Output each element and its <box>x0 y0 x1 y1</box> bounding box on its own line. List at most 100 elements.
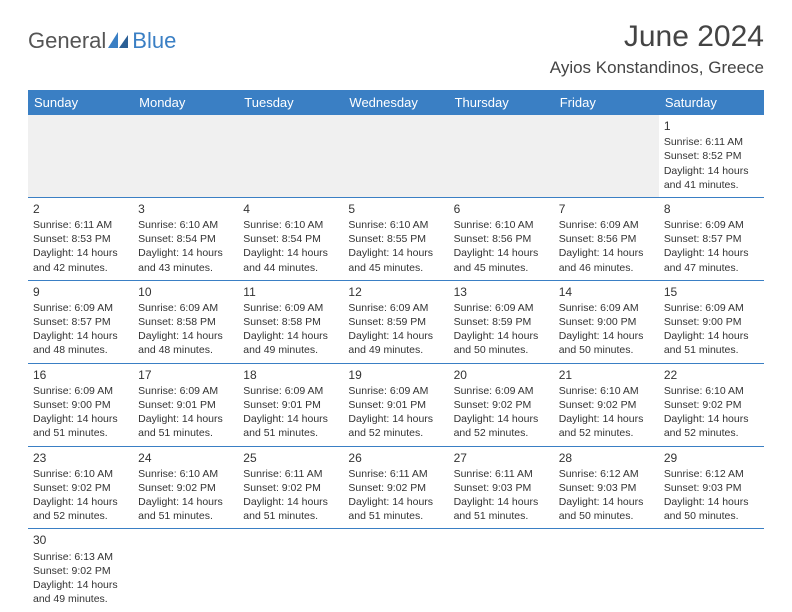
daylight-text: Daylight: 14 hours and 52 minutes. <box>348 412 443 440</box>
daylight-text: Daylight: 14 hours and 51 minutes. <box>454 495 549 523</box>
calendar-cell: 27Sunrise: 6:11 AMSunset: 9:03 PMDayligh… <box>449 446 554 529</box>
calendar-cell: 9Sunrise: 6:09 AMSunset: 8:57 PMDaylight… <box>28 280 133 363</box>
daylight-text: Daylight: 14 hours and 48 minutes. <box>138 329 233 357</box>
sunrise-text: Sunrise: 6:09 AM <box>33 301 128 315</box>
day-number: 30 <box>33 532 128 548</box>
calendar-cell: 10Sunrise: 6:09 AMSunset: 8:58 PMDayligh… <box>133 280 238 363</box>
sunrise-text: Sunrise: 6:10 AM <box>454 218 549 232</box>
calendar-cell <box>449 529 554 611</box>
day-number: 1 <box>664 118 759 134</box>
calendar-cell: 19Sunrise: 6:09 AMSunset: 9:01 PMDayligh… <box>343 363 448 446</box>
daylight-text: Daylight: 14 hours and 48 minutes. <box>33 329 128 357</box>
calendar-week-row: 1Sunrise: 6:11 AMSunset: 8:52 PMDaylight… <box>28 115 764 197</box>
daylight-text: Daylight: 14 hours and 51 minutes. <box>138 412 233 440</box>
daylight-text: Daylight: 14 hours and 51 minutes. <box>664 329 759 357</box>
sunset-text: Sunset: 9:01 PM <box>138 398 233 412</box>
day-number: 22 <box>664 367 759 383</box>
calendar-cell: 20Sunrise: 6:09 AMSunset: 9:02 PMDayligh… <box>449 363 554 446</box>
sunrise-text: Sunrise: 6:11 AM <box>33 218 128 232</box>
sunrise-text: Sunrise: 6:10 AM <box>138 218 233 232</box>
sunrise-text: Sunrise: 6:13 AM <box>33 550 128 564</box>
calendar-week-row: 16Sunrise: 6:09 AMSunset: 9:00 PMDayligh… <box>28 363 764 446</box>
sunset-text: Sunset: 8:54 PM <box>138 232 233 246</box>
weekday-header: Thursday <box>449 90 554 115</box>
sunset-text: Sunset: 8:55 PM <box>348 232 443 246</box>
day-number: 10 <box>138 284 233 300</box>
daylight-text: Daylight: 14 hours and 49 minutes. <box>348 329 443 357</box>
daylight-text: Daylight: 14 hours and 45 minutes. <box>348 246 443 274</box>
calendar-cell <box>238 529 343 611</box>
calendar-cell: 17Sunrise: 6:09 AMSunset: 9:01 PMDayligh… <box>133 363 238 446</box>
calendar-cell <box>133 529 238 611</box>
sunset-text: Sunset: 9:02 PM <box>243 481 338 495</box>
day-number: 28 <box>559 450 654 466</box>
sunset-text: Sunset: 9:02 PM <box>559 398 654 412</box>
calendar-body: 1Sunrise: 6:11 AMSunset: 8:52 PMDaylight… <box>28 115 764 611</box>
calendar-week-row: 9Sunrise: 6:09 AMSunset: 8:57 PMDaylight… <box>28 280 764 363</box>
calendar-cell <box>449 115 554 197</box>
daylight-text: Daylight: 14 hours and 51 minutes. <box>243 495 338 523</box>
sunset-text: Sunset: 9:02 PM <box>664 398 759 412</box>
location-label: Ayios Konstandinos, Greece <box>550 58 764 78</box>
calendar-cell: 2Sunrise: 6:11 AMSunset: 8:53 PMDaylight… <box>28 197 133 280</box>
sunrise-text: Sunrise: 6:09 AM <box>454 384 549 398</box>
daylight-text: Daylight: 14 hours and 52 minutes. <box>454 412 549 440</box>
calendar-cell: 25Sunrise: 6:11 AMSunset: 9:02 PMDayligh… <box>238 446 343 529</box>
sunrise-text: Sunrise: 6:09 AM <box>138 301 233 315</box>
calendar-cell <box>133 115 238 197</box>
daylight-text: Daylight: 14 hours and 50 minutes. <box>559 329 654 357</box>
weekday-header: Sunday <box>28 90 133 115</box>
sunrise-text: Sunrise: 6:09 AM <box>348 384 443 398</box>
calendar-cell: 28Sunrise: 6:12 AMSunset: 9:03 PMDayligh… <box>554 446 659 529</box>
daylight-text: Daylight: 14 hours and 42 minutes. <box>33 246 128 274</box>
calendar-cell: 4Sunrise: 6:10 AMSunset: 8:54 PMDaylight… <box>238 197 343 280</box>
sail-icon <box>106 30 130 55</box>
day-number: 15 <box>664 284 759 300</box>
weekday-header-row: Sunday Monday Tuesday Wednesday Thursday… <box>28 90 764 115</box>
sunset-text: Sunset: 8:58 PM <box>138 315 233 329</box>
sunrise-text: Sunrise: 6:12 AM <box>664 467 759 481</box>
sunrise-text: Sunrise: 6:09 AM <box>559 301 654 315</box>
sunset-text: Sunset: 9:01 PM <box>348 398 443 412</box>
weekday-header: Saturday <box>659 90 764 115</box>
sunrise-text: Sunrise: 6:09 AM <box>243 384 338 398</box>
day-number: 20 <box>454 367 549 383</box>
day-number: 7 <box>559 201 654 217</box>
day-number: 4 <box>243 201 338 217</box>
daylight-text: Daylight: 14 hours and 49 minutes. <box>243 329 338 357</box>
day-number: 12 <box>348 284 443 300</box>
sunrise-text: Sunrise: 6:09 AM <box>243 301 338 315</box>
calendar-cell: 6Sunrise: 6:10 AMSunset: 8:56 PMDaylight… <box>449 197 554 280</box>
day-number: 24 <box>138 450 233 466</box>
sunrise-text: Sunrise: 6:10 AM <box>33 467 128 481</box>
calendar-cell: 18Sunrise: 6:09 AMSunset: 9:01 PMDayligh… <box>238 363 343 446</box>
day-number: 18 <box>243 367 338 383</box>
weekday-header: Friday <box>554 90 659 115</box>
daylight-text: Daylight: 14 hours and 51 minutes. <box>138 495 233 523</box>
day-number: 9 <box>33 284 128 300</box>
day-number: 21 <box>559 367 654 383</box>
daylight-text: Daylight: 14 hours and 44 minutes. <box>243 246 338 274</box>
sunrise-text: Sunrise: 6:11 AM <box>243 467 338 481</box>
sunset-text: Sunset: 8:58 PM <box>243 315 338 329</box>
calendar-cell: 21Sunrise: 6:10 AMSunset: 9:02 PMDayligh… <box>554 363 659 446</box>
sunrise-text: Sunrise: 6:09 AM <box>454 301 549 315</box>
sunset-text: Sunset: 8:54 PM <box>243 232 338 246</box>
day-number: 23 <box>33 450 128 466</box>
daylight-text: Daylight: 14 hours and 41 minutes. <box>664 164 759 192</box>
sunset-text: Sunset: 8:56 PM <box>454 232 549 246</box>
sunrise-text: Sunrise: 6:09 AM <box>664 218 759 232</box>
sunset-text: Sunset: 8:56 PM <box>559 232 654 246</box>
sunset-text: Sunset: 8:57 PM <box>33 315 128 329</box>
sunset-text: Sunset: 9:00 PM <box>559 315 654 329</box>
daylight-text: Daylight: 14 hours and 50 minutes. <box>664 495 759 523</box>
sunrise-text: Sunrise: 6:09 AM <box>664 301 759 315</box>
sunrise-text: Sunrise: 6:11 AM <box>348 467 443 481</box>
calendar-cell: 23Sunrise: 6:10 AMSunset: 9:02 PMDayligh… <box>28 446 133 529</box>
sunset-text: Sunset: 9:03 PM <box>454 481 549 495</box>
calendar-cell <box>343 115 448 197</box>
sunset-text: Sunset: 8:59 PM <box>348 315 443 329</box>
day-number: 19 <box>348 367 443 383</box>
calendar-cell: 11Sunrise: 6:09 AMSunset: 8:58 PMDayligh… <box>238 280 343 363</box>
day-number: 27 <box>454 450 549 466</box>
